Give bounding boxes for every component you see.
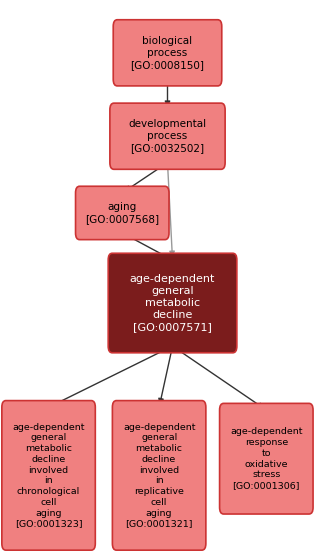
Text: developmental
process
[GO:0032502]: developmental process [GO:0032502] (128, 119, 207, 153)
Text: age-dependent
general
metabolic
decline
[GO:0007571]: age-dependent general metabolic decline … (130, 274, 215, 332)
Text: aging
[GO:0007568]: aging [GO:0007568] (85, 202, 159, 224)
FancyBboxPatch shape (108, 253, 237, 353)
Text: age-dependent
general
metabolic
decline
involved
in
replicative
cell
aging
[GO:0: age-dependent general metabolic decline … (123, 423, 195, 528)
FancyBboxPatch shape (110, 103, 225, 169)
FancyBboxPatch shape (113, 19, 222, 86)
Text: biological
process
[GO:0008150]: biological process [GO:0008150] (131, 36, 204, 70)
FancyBboxPatch shape (75, 186, 169, 240)
Text: age-dependent
response
to
oxidative
stress
[GO:0001306]: age-dependent response to oxidative stre… (230, 428, 303, 490)
FancyBboxPatch shape (2, 400, 95, 550)
FancyBboxPatch shape (220, 404, 313, 514)
Text: age-dependent
general
metabolic
decline
involved
in
chronological
cell
aging
[GO: age-dependent general metabolic decline … (12, 423, 85, 528)
FancyBboxPatch shape (112, 400, 206, 550)
